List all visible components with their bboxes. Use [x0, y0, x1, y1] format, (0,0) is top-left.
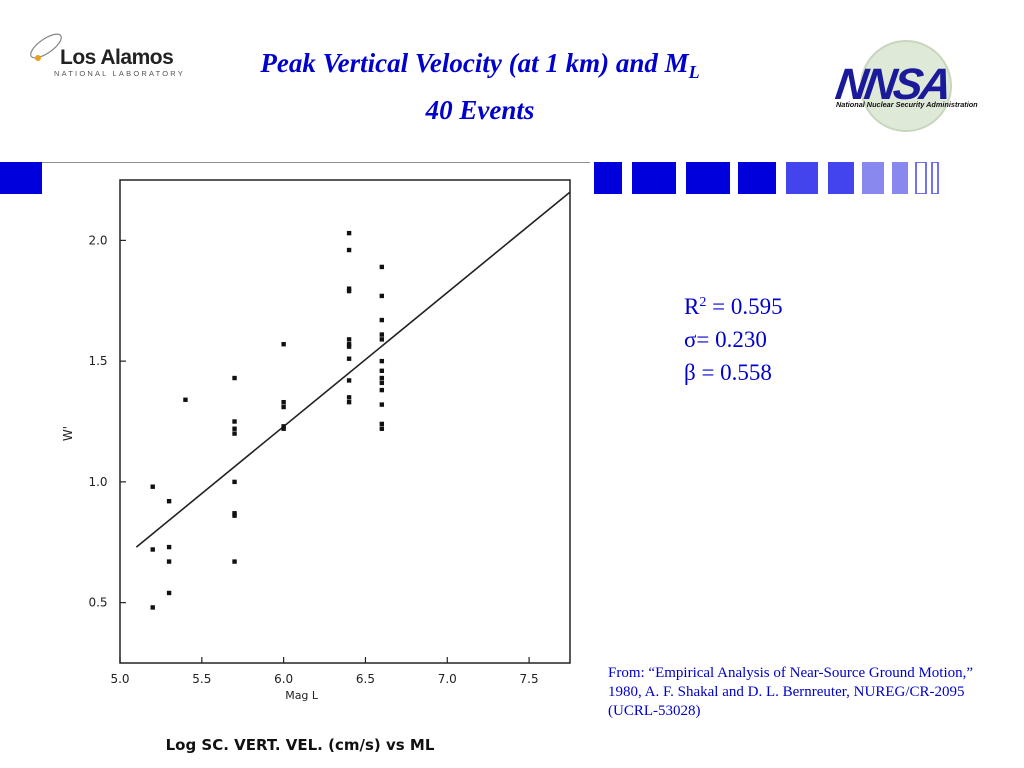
data-point: [183, 397, 188, 402]
stripe-block: [686, 162, 730, 194]
x-tick-label: 5.0: [110, 672, 129, 686]
x-tick-label: 6.5: [356, 672, 375, 686]
stripe-block: [915, 162, 927, 194]
data-point: [379, 387, 385, 393]
r-squared-label: R: [684, 294, 700, 319]
data-point: [379, 426, 385, 431]
lanl-name: Los Alamos: [60, 46, 174, 69]
data-point: [150, 484, 155, 489]
stripe-block: [862, 162, 884, 194]
stripe-block: [0, 162, 42, 194]
lanl-subtitle: NATIONAL LABORATORY: [54, 69, 185, 78]
y-tick-label: 2.0: [88, 233, 107, 247]
y-tick-label: 1.5: [88, 354, 107, 368]
y-axis-label: W': [61, 426, 75, 441]
data-point: [379, 368, 385, 373]
data-point: [150, 547, 155, 552]
x-tick-label: 5.5: [192, 672, 211, 686]
r-squared-value: = 0.595: [706, 294, 783, 319]
data-point: [281, 342, 286, 347]
scatter-chart: 5.0 5.5 6.0 6.5 7.0 7.5 0.5 1.0 1.5 2.0 Mag L W'…: [61, 179, 571, 754]
sigma-value: σ= 0.230: [684, 327, 767, 352]
data-point: [379, 264, 385, 270]
data-point: [346, 344, 352, 349]
data-point: [166, 498, 172, 504]
data-point: [281, 424, 286, 429]
data-point: [166, 544, 172, 550]
data-point: [150, 605, 155, 610]
data-point: [346, 288, 352, 294]
data-point: [232, 511, 237, 516]
decorative-stripe: [0, 162, 939, 194]
data-point: [379, 402, 385, 407]
data-points: [150, 230, 385, 610]
nnsa-full-name: National Nuclear Security Administration: [836, 100, 978, 109]
stripe-block: [594, 162, 622, 194]
regression-stats: R2 = 0.595 σ= 0.230 β = 0.558: [684, 286, 783, 389]
stripe-block: [738, 162, 776, 194]
x-tick-label: 6.0: [274, 672, 293, 686]
beta-value: β = 0.558: [684, 360, 772, 385]
data-point: [379, 358, 385, 364]
data-point: [379, 317, 385, 323]
data-point: [379, 337, 385, 342]
data-point: [346, 286, 352, 291]
x-axis-ticks: 5.0 5.5 6.0 6.5 7.0 7.5: [110, 657, 539, 686]
data-point: [379, 332, 385, 337]
data-point: [346, 395, 352, 400]
data-point: [281, 426, 286, 431]
data-point: [232, 375, 237, 381]
data-point: [346, 337, 352, 342]
data-point: [232, 513, 237, 518]
nnsa-logo: NNSA National Nuclear Security Administr…: [826, 40, 994, 132]
los-alamos-logo: Los Alamos NATIONAL LABORATORY: [24, 26, 183, 82]
regression-line: [135, 191, 571, 548]
data-point: [166, 559, 172, 564]
data-point: [346, 342, 352, 347]
data-point: [232, 431, 237, 436]
source-citation: From: “Empirical Analysis of Near-Source…: [608, 665, 974, 719]
r-squared-superscript: 2: [699, 295, 707, 310]
data-point: [232, 559, 237, 564]
y-axis-ticks: 0.5 1.0 1.5 2.0: [88, 233, 126, 610]
y-tick-label: 1.0: [88, 475, 107, 489]
data-point: [379, 375, 385, 381]
stripe-block: [786, 162, 818, 194]
atom-orbit-icon: [30, 33, 62, 61]
x-axis-label: Mag L: [285, 689, 319, 702]
plot-frame: [119, 179, 571, 664]
title-subscript: L: [688, 62, 700, 82]
chart-caption: Log SC. VERT. VEL. (cm/s) vs ML: [166, 736, 435, 754]
title-main: Peak Vertical Velocity (at 1 km) and M: [260, 48, 689, 78]
x-tick-label: 7.0: [438, 672, 457, 686]
data-point: [346, 399, 352, 405]
data-point: [281, 399, 286, 405]
r-squared-line: R2 = 0.595: [684, 286, 783, 323]
data-point: [232, 426, 237, 431]
data-point: [346, 247, 352, 253]
data-point: [232, 479, 237, 485]
data-point: [166, 590, 172, 596]
data-point: [379, 380, 385, 386]
data-point: [379, 293, 385, 299]
data-point: [346, 356, 352, 361]
data-point: [346, 378, 352, 383]
y-tick-label: 0.5: [88, 596, 107, 610]
slide-title: Peak Vertical Velocity (at 1 km) and ML …: [180, 44, 780, 129]
data-point: [346, 230, 352, 236]
data-point: [281, 404, 286, 410]
stripe-block: [892, 162, 908, 194]
nnsa-seal-icon: [860, 40, 952, 132]
title-line-2: 40 Events: [425, 95, 535, 125]
stripe-block: [931, 162, 939, 194]
data-point: [232, 419, 237, 424]
stripe-block: [632, 162, 676, 194]
stripe-block: [828, 162, 854, 194]
x-tick-label: 7.5: [520, 672, 539, 686]
data-point: [379, 421, 385, 427]
